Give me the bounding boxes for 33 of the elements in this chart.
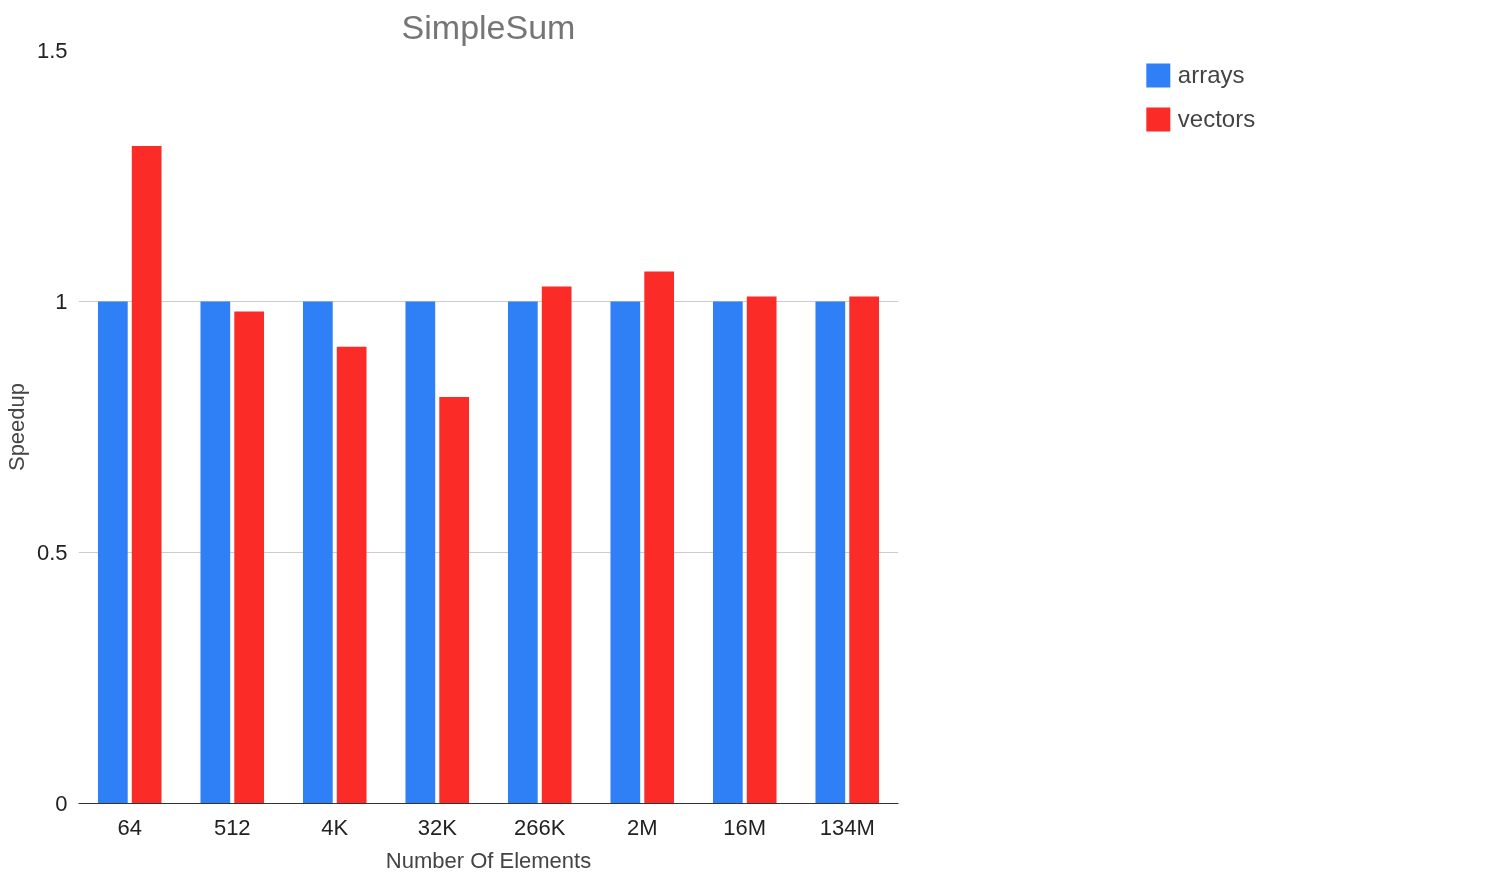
bar bbox=[849, 296, 880, 804]
bar bbox=[336, 346, 367, 804]
y-tick-label: 0 bbox=[55, 791, 68, 816]
x-tick-label: 512 bbox=[213, 814, 251, 840]
x-tick-label: 32K bbox=[417, 814, 458, 840]
x-tick-label: 266K bbox=[514, 814, 566, 840]
bar bbox=[97, 301, 128, 804]
x-axis-title: Number Of Elements bbox=[385, 847, 592, 873]
x-tick-label: 4K bbox=[321, 814, 349, 840]
x-tick-label: 64 bbox=[117, 814, 142, 840]
bar bbox=[712, 301, 743, 804]
legend-label: arrays bbox=[1177, 61, 1245, 89]
bar bbox=[507, 301, 538, 804]
bar bbox=[234, 311, 265, 804]
bar bbox=[405, 301, 436, 804]
y-tick-label: 1 bbox=[55, 289, 68, 314]
bar bbox=[200, 301, 231, 804]
bar bbox=[541, 286, 572, 804]
bar bbox=[644, 271, 675, 804]
x-tick-label: 16M bbox=[723, 814, 767, 840]
y-tick-label: 1.5 bbox=[36, 38, 68, 63]
bar bbox=[439, 396, 470, 804]
bar bbox=[610, 301, 641, 804]
bar bbox=[131, 145, 162, 804]
y-tick-label: 0.5 bbox=[36, 540, 68, 565]
x-tick-label: 134M bbox=[819, 814, 875, 840]
bar bbox=[815, 301, 846, 804]
bar bbox=[746, 296, 777, 804]
chart-title: SimpleSum bbox=[401, 7, 576, 46]
x-tick-label: 2M bbox=[626, 814, 658, 840]
legend-label: vectors bbox=[1177, 105, 1256, 133]
bar bbox=[302, 301, 333, 804]
y-axis-title: Speedup bbox=[3, 382, 29, 472]
